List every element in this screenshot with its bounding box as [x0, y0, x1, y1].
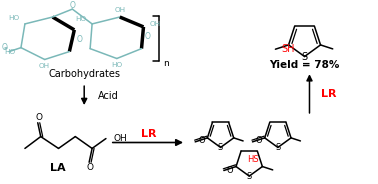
Text: OH: OH — [149, 21, 161, 27]
Text: Acid: Acid — [98, 91, 119, 101]
Text: n: n — [163, 59, 169, 68]
Text: Yield = 78%: Yield = 78% — [270, 60, 340, 70]
Text: LR: LR — [141, 129, 156, 139]
Text: OH: OH — [39, 63, 50, 69]
Text: S: S — [246, 172, 252, 181]
Text: O: O — [227, 166, 234, 175]
Text: HS: HS — [247, 155, 259, 164]
Text: S: S — [218, 143, 223, 152]
Text: O: O — [70, 1, 75, 10]
Text: S: S — [302, 52, 308, 61]
Text: O: O — [87, 163, 94, 172]
Text: S: S — [275, 143, 280, 152]
Text: O: O — [35, 113, 42, 122]
Text: LR: LR — [321, 89, 337, 99]
Text: HO: HO — [75, 16, 86, 22]
Text: O: O — [144, 32, 150, 41]
Text: OH: OH — [114, 7, 125, 13]
Text: SH: SH — [281, 44, 295, 54]
Text: HO: HO — [4, 49, 15, 55]
Text: O: O — [256, 136, 262, 145]
Text: HO: HO — [8, 15, 19, 21]
Text: O: O — [76, 35, 82, 44]
Text: O: O — [198, 136, 205, 145]
Text: OH: OH — [114, 134, 128, 143]
Text: LA: LA — [50, 163, 65, 173]
Text: O: O — [1, 43, 7, 52]
Text: Carbohydrates: Carbohydrates — [48, 69, 120, 79]
Text: HO: HO — [111, 62, 122, 68]
